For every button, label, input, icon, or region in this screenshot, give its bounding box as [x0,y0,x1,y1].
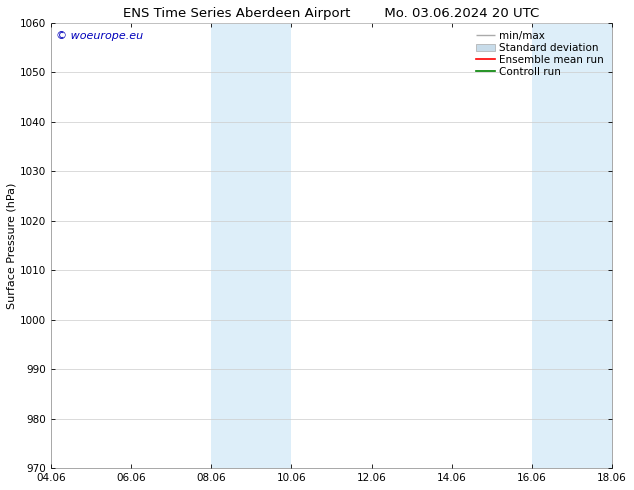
Text: © woeurope.eu: © woeurope.eu [56,31,143,42]
Y-axis label: Surface Pressure (hPa): Surface Pressure (hPa) [7,182,17,309]
Title: ENS Time Series Aberdeen Airport        Mo. 03.06.2024 20 UTC: ENS Time Series Aberdeen Airport Mo. 03.… [124,7,540,20]
Bar [211,23,292,468]
Bar [532,23,612,468]
Legend: min/max, Standard deviation, Ensemble mean run, Controll run: min/max, Standard deviation, Ensemble me… [473,28,607,80]
